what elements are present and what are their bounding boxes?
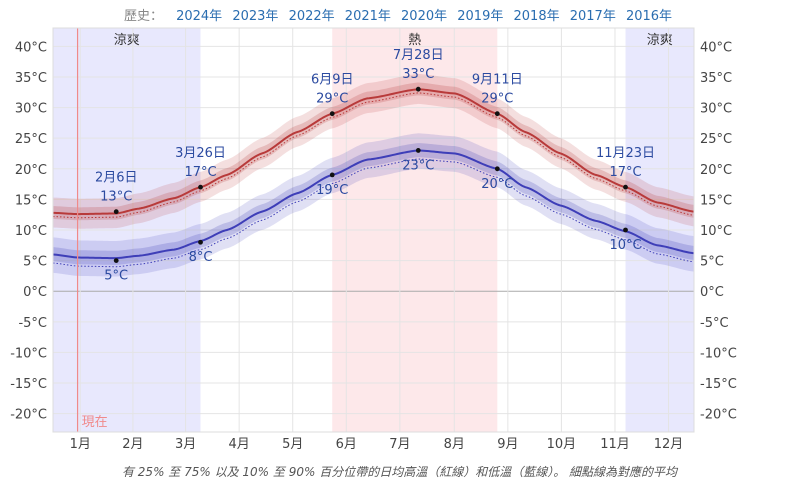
y-tick-label-left: 40°C: [15, 40, 47, 55]
y-tick-label-right: 25°C: [700, 132, 732, 147]
month-tick-label: 3月: [175, 437, 196, 452]
annotation-value: 29°C: [316, 92, 348, 107]
month-tick-label: 4月: [229, 437, 250, 452]
annotation-date: 9月11日: [472, 73, 523, 88]
y-tick-label-right: 5°C: [700, 255, 724, 270]
annotation-point: [623, 184, 628, 190]
y-tick-label-left: 10°C: [15, 224, 47, 239]
y-tick-label-right: 10°C: [700, 224, 732, 239]
y-tick-label-right: 40°C: [700, 40, 732, 55]
low-band-25-75: [53, 143, 694, 265]
y-tick-label-left: -20°C: [10, 408, 47, 423]
plot-frame: [52, 27, 695, 433]
y-tick-label-right: 30°C: [700, 102, 732, 117]
annotation-value: 20°C: [481, 177, 513, 192]
annotation-date: 6月9日: [311, 73, 354, 88]
low-band-10-90: [53, 133, 694, 277]
annotation-date: 2月6日: [95, 171, 138, 186]
month-tick-label: 1月: [70, 437, 91, 452]
annotation-point: [113, 258, 119, 264]
history-year-link[interactable]: 2021年: [344, 9, 391, 24]
y-tick-label-left: -5°C: [18, 316, 47, 331]
high-band-25-75: [53, 82, 694, 221]
y-tick-label-left: 5°C: [23, 255, 47, 270]
annotation-value: 33°C: [402, 67, 434, 82]
y-tick-label-left: 35°C: [15, 71, 47, 86]
annotation-date: 3月26日: [175, 146, 226, 161]
y-tick-label-right: 35°C: [700, 71, 732, 86]
history-year-link[interactable]: 2016年: [625, 9, 673, 24]
y-tick-label-left: 0°C: [23, 285, 47, 300]
y-tick-label-left: 30°C: [15, 102, 47, 117]
annotation-value: 19°C: [316, 183, 348, 198]
y-tick-label-right: -10°C: [700, 346, 737, 361]
month-tick-label: 6月: [336, 437, 357, 452]
history-year-link[interactable]: 2019年: [457, 9, 504, 24]
history-year-link[interactable]: 2018年: [513, 9, 560, 24]
history-year-link[interactable]: 2023年: [232, 9, 279, 24]
month-tick-label: 11月: [600, 437, 630, 452]
annotation-value: 17°C: [184, 165, 216, 180]
high-average-line: [52, 92, 695, 219]
annotation-date: 11月23日: [596, 146, 655, 161]
annotation-point: [494, 166, 500, 172]
y-tick-label-left: 20°C: [15, 163, 47, 178]
y-tick-label-left: -10°C: [10, 346, 47, 361]
annotation-point: [198, 239, 203, 245]
annotation-value: 8°C: [189, 250, 213, 265]
annotation-point: [113, 209, 119, 215]
y-tick-label-right: -20°C: [700, 408, 737, 423]
y-tick-label-right: 0°C: [700, 285, 724, 300]
y-tick-label-left: -15°C: [10, 377, 47, 392]
annotation-point: [494, 111, 500, 117]
y-tick-label-right: -15°C: [700, 377, 737, 392]
season-label: 涼爽: [114, 33, 140, 48]
annotation-point: [415, 148, 421, 153]
history-year-bar: 歷史： 2024年 2023年 2022年 2021年 2020年 2019年 …: [0, 5, 799, 24]
month-tick-label: 10月: [547, 437, 577, 452]
annotation-value: 13°C: [100, 190, 132, 205]
temperature-chart: 涼爽 熱 涼爽 40°C 40°C 35°C 35°C 30°C 30°C 25°C 25°C 20°…: [10, 27, 737, 452]
history-label: 歷史：: [123, 9, 163, 24]
annotation-value: 5°C: [104, 269, 128, 284]
y-tick-label-left: 15°C: [15, 193, 47, 208]
annotation-point: [329, 172, 335, 178]
history-year-link[interactable]: 2017年: [569, 9, 616, 24]
annotation-point: [198, 184, 203, 190]
chart-caption: 有 25% 至 75% 以及 10% 至 90% 百分位帶的日均高溫（紅線）和低…: [121, 465, 678, 479]
high-band-10-90: [53, 73, 694, 229]
month-tick-label: 9月: [497, 437, 518, 452]
low-line: [52, 149, 695, 260]
y-tick-label-right: 20°C: [700, 163, 732, 178]
annotation-value: 23°C: [402, 158, 434, 173]
season-label: 涼爽: [647, 33, 673, 48]
y-tick-label-right: -5°C: [700, 316, 729, 331]
annotation-date: 7月28日: [393, 48, 444, 63]
annotation-value: 10°C: [609, 238, 641, 253]
annotation-value: 17°C: [609, 165, 641, 180]
y-tick-label-right: 15°C: [700, 193, 732, 208]
month-tick-label: 7月: [389, 437, 410, 452]
month-tick-label: 12月: [654, 437, 684, 452]
history-year-link[interactable]: 2020年: [401, 9, 448, 24]
month-tick-label: 2月: [122, 437, 143, 452]
annotation-point: [329, 111, 335, 117]
season-label: 熱: [408, 33, 421, 48]
high-line: [52, 88, 695, 216]
annotation-point: [415, 86, 421, 92]
y-tick-label-left: 25°C: [15, 132, 47, 147]
today-label: 現在: [82, 415, 108, 430]
history-year-link[interactable]: 2024年: [176, 9, 223, 24]
month-tick-label: 5月: [282, 437, 303, 452]
month-tick-label: 8月: [444, 437, 465, 452]
annotation-point: [623, 227, 628, 233]
annotation-value: 29°C: [481, 92, 513, 107]
history-year-link[interactable]: 2022年: [288, 9, 335, 24]
